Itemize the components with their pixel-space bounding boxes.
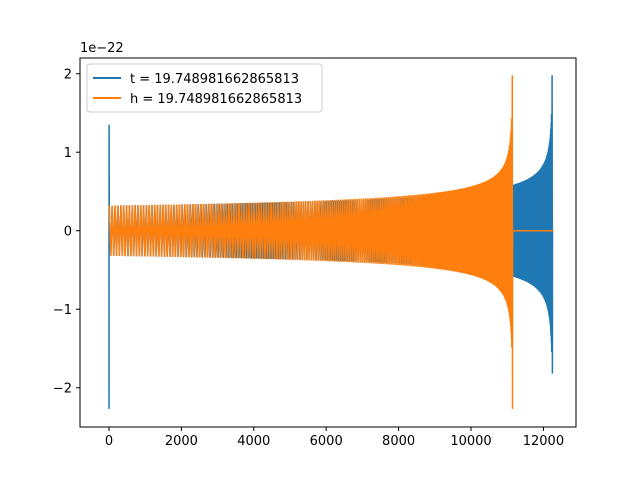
y-tick-label: 2 [64,68,72,83]
legend-label-h: h = 19.748981662865813 [130,92,302,107]
y-tick-label: −1 [53,303,72,318]
series-line-1 [108,75,554,409]
x-axis: 0 2000 4000 6000 8000 10000 12000 [105,427,564,449]
y-tick-label: −2 [53,382,72,397]
x-tick-label: 0 [105,434,113,449]
x-tick-label: 4000 [237,434,270,449]
y-tick-label: 1 [64,146,72,161]
legend: t = 19.748981662865813 h = 19.7489816628… [86,63,323,113]
legend-label-t: t = 19.748981662865813 [130,72,299,87]
axes-frame [79,57,577,428]
y-axis: −2 −1 0 1 2 [53,68,80,397]
plot-area [108,75,554,409]
x-tick-label: 12000 [523,434,564,449]
x-tick-label: 6000 [310,434,343,449]
y-tick-label: 0 [64,225,72,240]
x-tick-label: 10000 [450,434,491,449]
x-tick-label: 8000 [382,434,415,449]
legend-box [86,63,323,113]
y-offset-label: 1e−22 [80,41,124,56]
x-tick-label: 2000 [165,434,198,449]
